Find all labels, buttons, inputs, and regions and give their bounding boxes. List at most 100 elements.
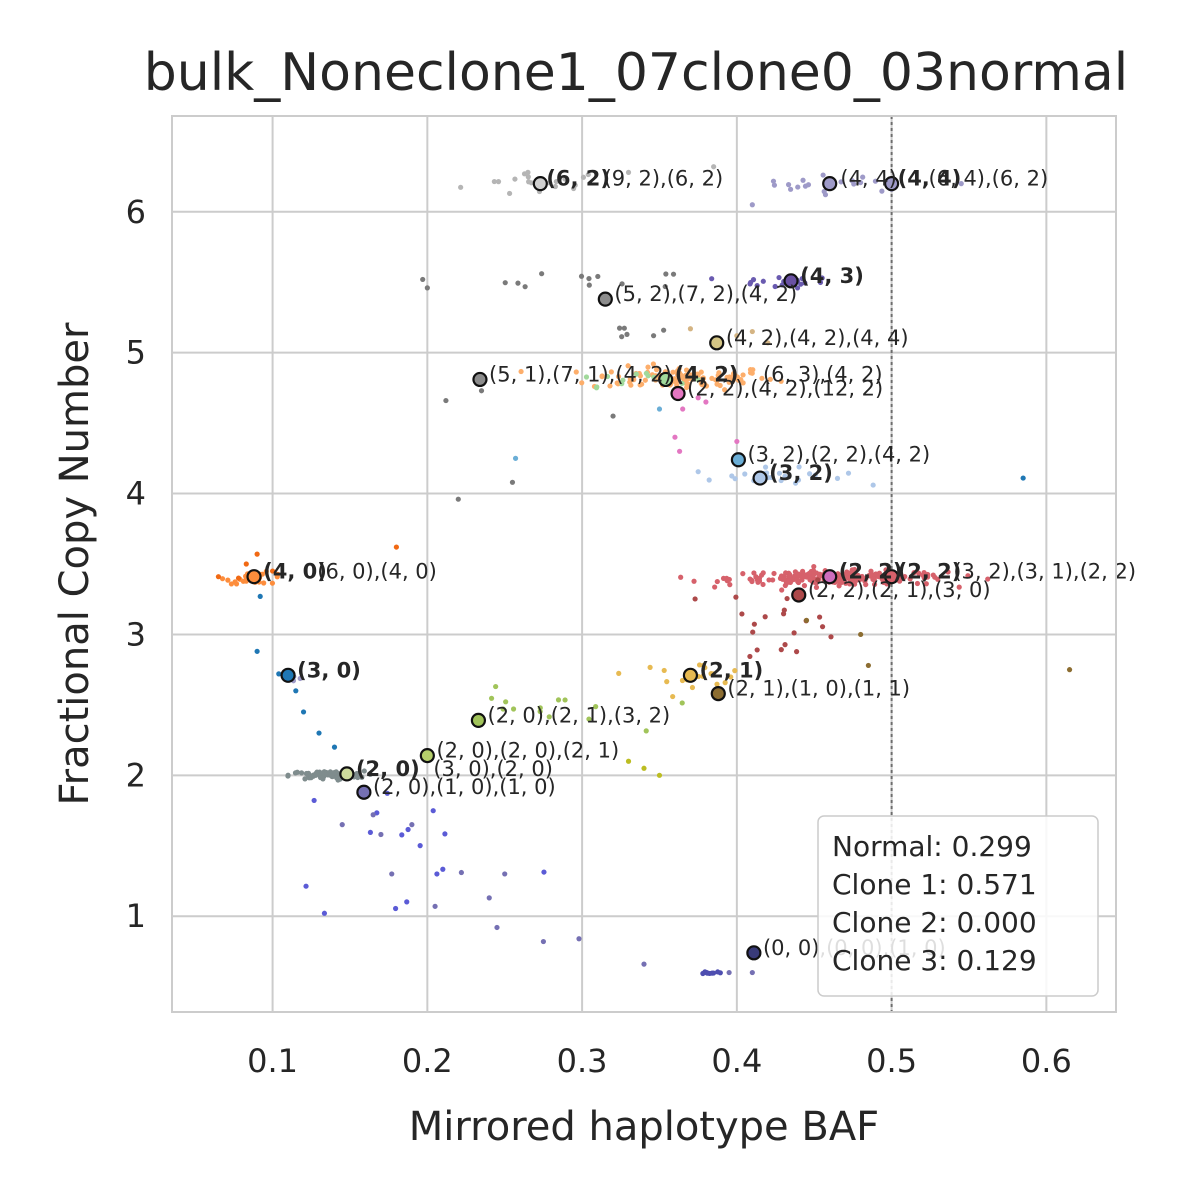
- data-point: [821, 188, 827, 195]
- data-point: [700, 375, 707, 381]
- data-point: [276, 671, 282, 677]
- data-point: [683, 367, 690, 373]
- data-point: [782, 473, 788, 479]
- data-point: [593, 704, 599, 710]
- data-point: [486, 895, 492, 901]
- data-point: [506, 190, 513, 197]
- data-point: [631, 377, 637, 383]
- data-point: [726, 374, 733, 380]
- data-point: [817, 614, 823, 620]
- data-point: [785, 182, 792, 188]
- data-point: [663, 271, 669, 277]
- centroid-marker: [658, 371, 674, 388]
- data-point: [311, 797, 317, 804]
- data-point: [787, 186, 794, 192]
- data-point: [712, 377, 719, 383]
- data-point: [754, 647, 760, 653]
- centroid-marker: [730, 452, 747, 468]
- tick-labels: 0.1 0.2 0.3 0.4 0.5 0.6 1 2 3 4 5 6: [126, 193, 1072, 1080]
- data-point: [510, 706, 517, 712]
- data-point: [656, 406, 663, 412]
- data-point: [679, 700, 685, 706]
- cluster-annotation: (6, 2): [546, 167, 610, 191]
- y-tick-label: 2: [126, 756, 146, 794]
- data-point: [714, 681, 720, 687]
- plot-frame: [171, 115, 1117, 1013]
- cluster-annotation: (3, 2),(2, 2),(4, 2): [747, 443, 930, 467]
- cluster-annotation: (2, 1),(1, 0),(1, 1): [727, 677, 910, 701]
- data-point: [389, 871, 395, 877]
- data-point: [409, 822, 415, 828]
- data-point: [552, 183, 558, 190]
- data-point: [828, 634, 834, 640]
- data-point: [863, 576, 869, 582]
- data-point: [625, 758, 632, 764]
- data-point: [870, 482, 876, 488]
- data-point: [700, 673, 706, 679]
- data-point: [760, 581, 766, 588]
- cluster-annotation: (2, 0),(2, 1),(3, 2): [488, 703, 671, 727]
- data-point: [730, 377, 736, 383]
- data-point: [491, 178, 497, 185]
- data-point: [714, 578, 720, 585]
- data-point: [562, 176, 568, 182]
- data-point: [872, 581, 878, 587]
- data-point: [670, 693, 676, 700]
- cluster-annotation: (5, 2),(7, 2),(4, 2): [614, 282, 797, 306]
- cluster-annotation: (2, 0),(1, 0),(1, 0): [373, 775, 556, 799]
- data-point: [709, 276, 715, 282]
- data-point: [783, 570, 789, 576]
- data-point: [879, 188, 885, 194]
- data-point: [865, 662, 871, 669]
- data-point: [800, 571, 806, 577]
- data-point: [676, 370, 683, 376]
- centroid-marker: [783, 273, 799, 289]
- cluster-annotation: (4, 3): [800, 264, 864, 288]
- cluster-annotation: (4, 2): [675, 362, 739, 386]
- data-point: [739, 611, 745, 617]
- data-point: [625, 169, 632, 175]
- data-point: [796, 464, 802, 470]
- data-point: [298, 770, 305, 776]
- data-point: [300, 709, 307, 715]
- data-point: [604, 373, 611, 380]
- data-point: [232, 579, 238, 585]
- data-point: [732, 668, 738, 674]
- data-point: [902, 573, 908, 580]
- centroid-marker: [339, 766, 355, 782]
- data-point: [768, 474, 774, 481]
- data-point: [571, 185, 577, 192]
- data-point: [616, 325, 623, 331]
- data-point: [599, 373, 605, 379]
- data-point: [778, 574, 784, 581]
- data-point: [540, 938, 547, 945]
- data-point: [687, 326, 694, 332]
- data-point: [637, 382, 643, 388]
- data-point: [706, 477, 712, 483]
- data-point: [932, 574, 938, 580]
- data-point: [641, 961, 647, 967]
- data-point: [500, 706, 506, 712]
- data-point: [607, 383, 613, 389]
- centroid-marker: [470, 712, 487, 728]
- data-point: [880, 578, 886, 585]
- centroid-marker: [822, 176, 838, 192]
- data-point: [700, 662, 707, 668]
- data-point: [858, 631, 864, 638]
- data-point: [647, 664, 653, 670]
- data-point: [285, 773, 291, 779]
- data-point: [328, 772, 334, 779]
- data-point: [235, 575, 242, 581]
- centroid-marker: [670, 385, 686, 402]
- data-point: [703, 382, 709, 389]
- annotations: (6, 2)(9, 2),(6, 2) (4, 4) (6, 4),(6, 2)(4…: [263, 167, 1136, 960]
- data-point: [553, 178, 559, 185]
- centroid-marker: [709, 335, 725, 351]
- cluster-annotation: (2, 0),(2, 0),(2, 1): [436, 739, 619, 763]
- data-point: [399, 832, 405, 838]
- cluster-annotation: (2, 2),(4, 2),(12, 2): [687, 377, 883, 401]
- data-point: [760, 278, 766, 284]
- data-point: [672, 434, 678, 440]
- cluster-annotation: (4, 4): [898, 167, 962, 191]
